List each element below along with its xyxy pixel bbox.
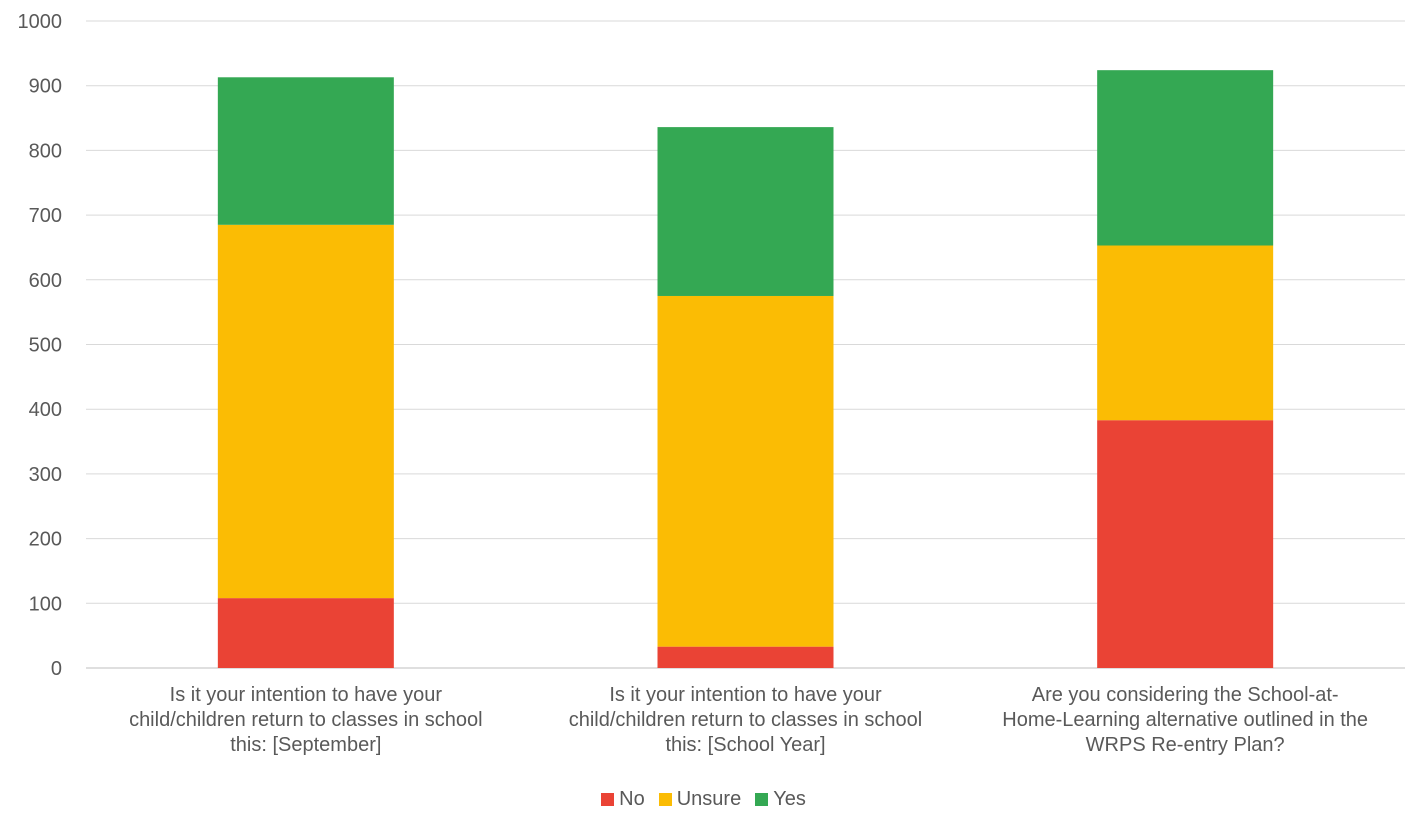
- legend: No Unsure Yes: [0, 788, 1407, 811]
- y-tick-label: 500: [29, 335, 62, 357]
- y-tick-label: 200: [29, 529, 62, 551]
- legend-swatch: [658, 793, 672, 806]
- y-axis-ticks: 0 100 200 300 400 500 600 700 800 900 1000: [18, 11, 63, 680]
- x-category-label: Are you considering the School-at-Home-L…: [1002, 684, 1368, 756]
- legend-swatch: [601, 793, 615, 806]
- x-category-label: Is it your intention to have your child/c…: [129, 684, 483, 756]
- y-tick-label: 0: [51, 658, 62, 680]
- y-tick-label: 400: [29, 399, 62, 421]
- x-category-label: Is it your intention to have your child/c…: [569, 684, 923, 756]
- legend-label: No: [619, 788, 645, 810]
- bar-segment-no: [657, 646, 834, 668]
- legend-item-yes: Yes: [755, 788, 806, 811]
- y-tick-label: 900: [29, 76, 62, 98]
- legend-label: Unsure: [676, 788, 742, 810]
- legend-item-no: No: [601, 788, 645, 811]
- bar-segment-yes: [217, 77, 394, 225]
- x-axis-labels: Is it your intention to have your child/c…: [129, 684, 1368, 756]
- y-tick-label: 100: [29, 593, 62, 615]
- bar-segment-unsure: [1097, 245, 1274, 421]
- y-tick-label: 300: [29, 464, 62, 486]
- bar-segment-unsure: [657, 295, 834, 647]
- bars: [217, 70, 1274, 668]
- y-tick-label: 600: [29, 270, 62, 292]
- y-tick-label: 800: [29, 140, 62, 162]
- legend-item-unsure: Unsure: [658, 788, 742, 811]
- bar-segment-yes: [657, 127, 834, 296]
- y-tick-label: 1000: [18, 11, 63, 33]
- bar-segment-yes: [1097, 70, 1274, 246]
- bar-segment-no: [1097, 420, 1274, 668]
- legend-swatch: [755, 793, 769, 806]
- legend-label: Yes: [773, 788, 806, 810]
- y-tick-label: 700: [29, 205, 62, 227]
- bar-segment-unsure: [217, 224, 394, 599]
- bar-segment-no: [217, 598, 394, 668]
